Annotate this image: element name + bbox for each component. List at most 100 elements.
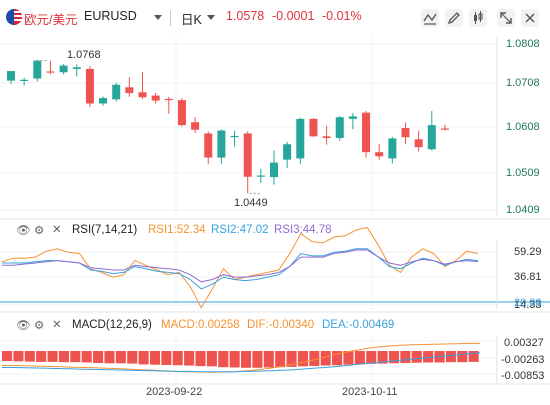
macd-tick: -0.00263	[501, 354, 545, 366]
currency-flag-icon	[6, 9, 22, 25]
macd-settings-group: 👁 ⚙ ✕ MACD(12,26,9) MACD:0.00258 DIF:-0.…	[0, 316, 550, 334]
candlestick-icon	[474, 11, 483, 24]
rsi2-line	[2, 248, 479, 290]
macd-bar	[252, 351, 263, 368]
macd-bar	[366, 351, 377, 364]
symbol-label[interactable]: EURUSD	[84, 9, 137, 23]
price-change: -0.0001	[272, 9, 315, 23]
candle-body	[335, 117, 344, 139]
macd-bar	[13, 351, 24, 362]
macd-bar	[320, 351, 331, 366]
symbol-dropdown-icon[interactable]	[154, 15, 162, 20]
rsi-tick: 14.33	[514, 299, 542, 311]
macd-bar	[468, 351, 479, 362]
macd-tick: 0.00327	[504, 337, 544, 349]
candle-body	[191, 122, 200, 130]
candle-body	[33, 60, 42, 79]
candle-body	[151, 95, 160, 101]
fullscreen-button[interactable]	[497, 9, 515, 27]
macd-value: MACD:0.00258	[161, 319, 240, 331]
rsi1-value: RSI1:52.34	[148, 224, 206, 236]
macd-bar	[229, 351, 240, 368]
indicator-button[interactable]	[421, 9, 439, 27]
rsi-visibility-icon[interactable]: 👁	[16, 225, 31, 237]
candle-body	[99, 98, 108, 104]
price-tick: 1.0409	[506, 204, 540, 216]
rsi-overlay-tick: 20.00	[514, 297, 542, 309]
period-select[interactable]: 日K	[181, 13, 202, 27]
macd-bar	[104, 351, 115, 364]
candle-body	[256, 175, 265, 177]
macd-bar	[241, 351, 252, 368]
candle-body	[7, 71, 15, 81]
macd-bar	[332, 351, 343, 366]
macd-bar	[2, 351, 13, 362]
macd-bar	[184, 351, 195, 366]
candle-body	[322, 136, 331, 139]
wave-icon	[423, 13, 437, 25]
candle-body	[217, 130, 226, 158]
macd-bar	[149, 351, 161, 365]
rsi-settings-group: 👁 ⚙ ✕ RSI(7,14,21) RSI1:52.34 RSI2:47.02…	[0, 221, 550, 239]
dif-line	[2, 342, 480, 373]
candle-body	[375, 152, 384, 157]
rsi1-line	[1, 227, 479, 309]
rsi3-line	[2, 249, 479, 283]
candle-body	[440, 128, 449, 130]
candle-body	[296, 118, 305, 159]
macd-bar	[58, 351, 69, 363]
macd-bar	[309, 351, 320, 367]
macd-bar	[81, 351, 92, 363]
expand-icon	[500, 12, 512, 24]
candle-body	[177, 100, 186, 126]
pair-name-cn[interactable]: 欧元/美元	[24, 13, 78, 27]
candle-body	[270, 162, 278, 178]
macd-bar	[172, 351, 183, 366]
candle-body	[85, 68, 94, 104]
macd-bar	[263, 351, 274, 368]
candle-type-button[interactable]	[469, 9, 487, 27]
dif-value: DIF:-0.00340	[247, 319, 315, 331]
macd-bar	[411, 351, 422, 363]
candle-body	[348, 116, 357, 119]
macd-visibility-icon[interactable]: 👁	[16, 320, 31, 332]
candle-body	[401, 128, 410, 138]
macd-bar	[47, 351, 58, 362]
candlestick-chart[interactable]	[0, 0, 550, 220]
rsi3-value: RSI3:44.78	[274, 224, 332, 236]
candle-body	[138, 92, 147, 98]
macd-bar	[218, 351, 229, 368]
candle-body	[204, 133, 213, 158]
rsi-close-icon[interactable]: ✕	[52, 224, 62, 236]
rsi-settings-icon[interactable]: ⚙	[34, 225, 45, 237]
draw-button[interactable]	[445, 9, 463, 27]
dea-value: DEA:-0.00469	[322, 319, 395, 331]
close-button[interactable]	[521, 9, 539, 27]
candle-body	[46, 71, 55, 73]
macd-bar	[286, 351, 297, 367]
candle-body	[112, 84, 121, 100]
macd-bar	[115, 351, 126, 364]
candle-body	[125, 87, 134, 94]
date-label: 2023-09-22	[146, 386, 203, 398]
candle-body	[20, 79, 29, 81]
macd-bar	[275, 351, 286, 368]
macd-title: MACD(12,26,9)	[72, 319, 152, 331]
macd-settings-icon[interactable]: ⚙	[34, 320, 45, 332]
macd-bar	[388, 351, 400, 364]
period-dropdown-icon[interactable]	[207, 15, 215, 20]
macd-bar	[195, 351, 206, 367]
candle-body	[164, 98, 173, 101]
macd-bar	[127, 351, 138, 364]
macd-bar	[434, 351, 445, 363]
macd-close-icon[interactable]: ✕	[52, 319, 62, 331]
low-price-label: 1.0449	[234, 197, 268, 209]
candle-body	[230, 135, 239, 138]
price-tick: 1.0608	[506, 121, 540, 133]
chart-header: 欧元/美元 EURUSD 日K 1.0578 -0.0001 -0.01%	[0, 0, 550, 34]
candle-body	[59, 65, 68, 73]
rsi-title: RSI(7,14,21)	[72, 224, 138, 236]
last-price: 1.0578	[226, 9, 265, 23]
macd-bar	[206, 351, 217, 367]
macd-bar	[343, 351, 354, 365]
